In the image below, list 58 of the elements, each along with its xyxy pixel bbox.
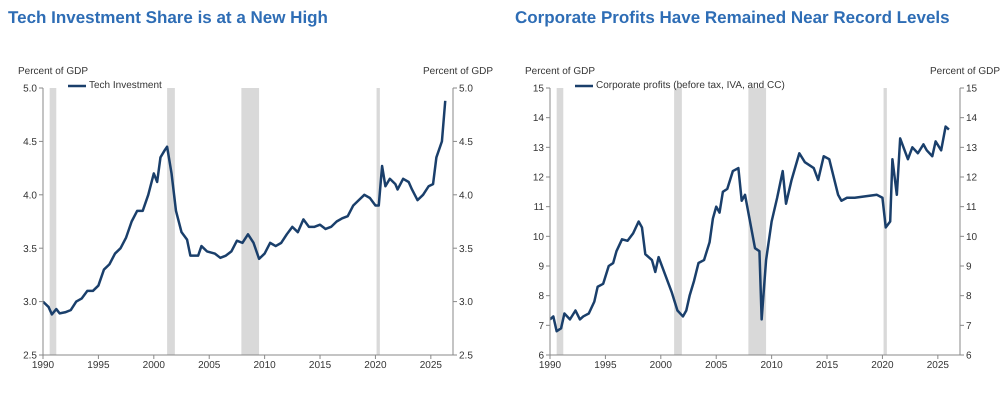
x-tick-label: 1995	[87, 360, 110, 372]
y2-tick-label: 14	[966, 113, 978, 124]
y-tick-label: 4.0	[23, 190, 38, 202]
chart-title: Tech Investment Share is at a New High	[8, 8, 329, 29]
y2-tick-label: 4.5	[459, 136, 474, 148]
y-tick-label: 15	[532, 84, 544, 95]
y-tick-label: 5.0	[23, 84, 38, 95]
y2-tick-label: 9	[966, 262, 972, 273]
y-tick-label: 11	[534, 202, 544, 214]
y-axis-title: Percent of GDP	[18, 66, 88, 77]
x-tick-label: 2010	[760, 360, 784, 372]
y2-tick-label: 7	[966, 320, 972, 332]
x-tick-label: 2020	[364, 360, 387, 372]
y2-tick-label: 10	[966, 232, 978, 243]
y-tick-label: 13	[532, 142, 544, 154]
y-tick-label: 3.5	[23, 244, 38, 255]
chart-title: Corporate Profits Have Remained Near Record Levels	[515, 8, 951, 29]
y-tick-label: 12	[532, 172, 544, 184]
legend-label: Tech Investment	[89, 80, 162, 91]
y-tick-label: 10	[532, 232, 544, 243]
y2-tick-label: 8	[966, 291, 972, 302]
y2-tick-label: 12	[966, 172, 978, 184]
x-tick-label: 2000	[650, 360, 672, 372]
x-tick-label: 2005	[198, 360, 221, 372]
y2-tick-label: 15	[966, 84, 978, 95]
y2-tick-label: 5.0	[459, 84, 474, 95]
y-tick-label: 8	[538, 291, 544, 302]
y2-tick-label: 3.0	[459, 297, 474, 308]
y-tick-label: 9	[538, 262, 544, 273]
x-tick-label: 1990	[538, 360, 562, 372]
y2-axis-title: Percent of GDP	[930, 66, 1000, 77]
y-axis-title: Percent of GDP	[525, 66, 596, 77]
x-tick-label: 2015	[816, 360, 839, 372]
x-tick-label: 2015	[308, 360, 332, 372]
y2-tick-label: 3.5	[459, 244, 474, 255]
x-tick-label: 2025	[926, 360, 950, 372]
y2-axis-title: Percent of GDP	[422, 66, 493, 77]
line-series	[550, 125, 950, 333]
x-tick-label: 1990	[32, 360, 55, 372]
y2-tick-label: 6	[966, 350, 972, 362]
y-tick-label: 3.0	[23, 297, 38, 308]
legend-label: Corporate profits (before tax, IVA, and CC)	[596, 80, 785, 91]
y-tick-label: 2.5	[23, 350, 38, 362]
y-tick-label: 6	[538, 350, 544, 362]
y2-tick-label: 11	[966, 202, 977, 214]
x-tick-label: 2025	[420, 360, 442, 372]
y-tick-label: 14	[532, 113, 544, 124]
y-tick-label: 7	[538, 320, 544, 332]
y2-tick-label: 4.0	[459, 190, 474, 202]
x-tick-label: 2000	[142, 360, 166, 372]
y2-tick-label: 2.5	[459, 350, 474, 362]
y-tick-label: 4.5	[23, 136, 38, 148]
line-series	[43, 100, 446, 316]
y2-tick-label: 13	[966, 142, 978, 154]
x-tick-label: 2005	[705, 360, 728, 372]
x-tick-label: 2010	[253, 360, 276, 372]
x-tick-label: 1995	[594, 360, 617, 372]
x-tick-label: 2020	[871, 360, 894, 372]
